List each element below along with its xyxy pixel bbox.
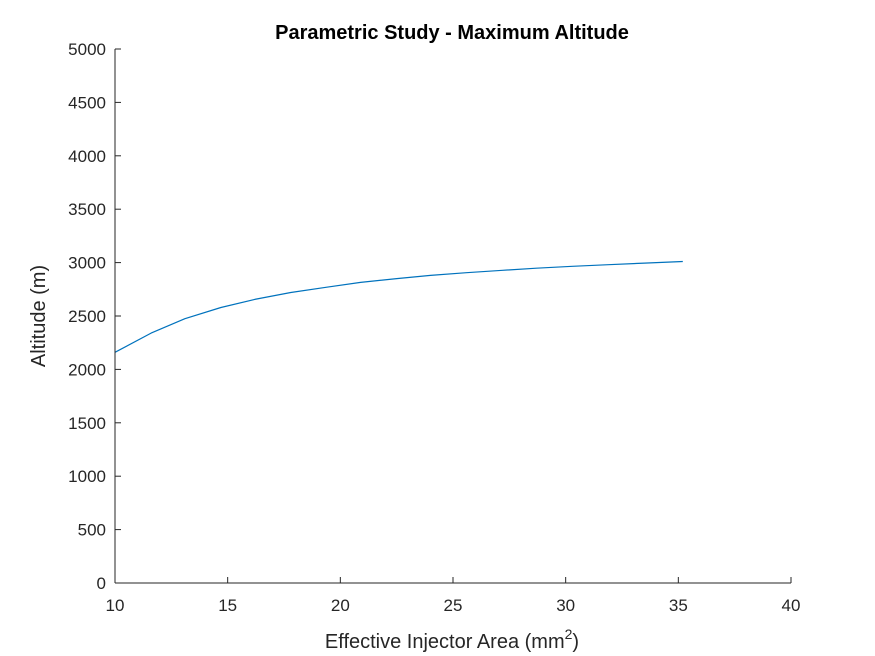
x-axis-label-main: Effective Injector Area (mm (325, 631, 565, 653)
x-axis-label-superscript: 2 (565, 626, 573, 642)
series-line (114, 260, 683, 353)
x-axis-label: Effective Injector Area (mm2) (325, 626, 579, 653)
y-tick-label: 1000 (68, 467, 106, 486)
x-tick-label: 10 (106, 596, 125, 615)
axes: 10 15 20 25 30 35 40 0 500 1000 1500 2000 2500 3000 3… (68, 40, 800, 615)
plot-area (114, 260, 683, 353)
y-tick-label: 0 (97, 574, 106, 593)
y-tick-label: 2500 (68, 307, 106, 326)
x-axis-label-suffix: ) (572, 631, 579, 653)
y-tick-label: 4000 (68, 147, 106, 166)
y-tick-label: 2000 (68, 360, 106, 379)
x-axis-ticks: 10 15 20 25 30 35 40 (106, 577, 801, 615)
x-tick-label: 15 (218, 596, 237, 615)
x-tick-label: 25 (444, 596, 463, 615)
y-tick-label: 500 (78, 521, 106, 540)
y-axis-label: Altitude (m) (28, 265, 50, 367)
y-tick-label: 3500 (68, 200, 106, 219)
y-tick-label: 3000 (68, 254, 106, 273)
y-tick-label: 4500 (68, 93, 106, 112)
y-tick-label: 1500 (68, 414, 106, 433)
x-tick-label: 40 (782, 596, 801, 615)
chart-title: Parametric Study - Maximum Altitude (275, 22, 629, 44)
y-tick-label: 5000 (68, 40, 106, 59)
y-axis-ticks: 0 500 1000 1500 2000 2500 3000 3500 4000 4500 5000 (68, 40, 121, 593)
x-tick-label: 30 (556, 596, 575, 615)
x-tick-label: 35 (669, 596, 688, 615)
x-tick-label: 20 (331, 596, 350, 615)
